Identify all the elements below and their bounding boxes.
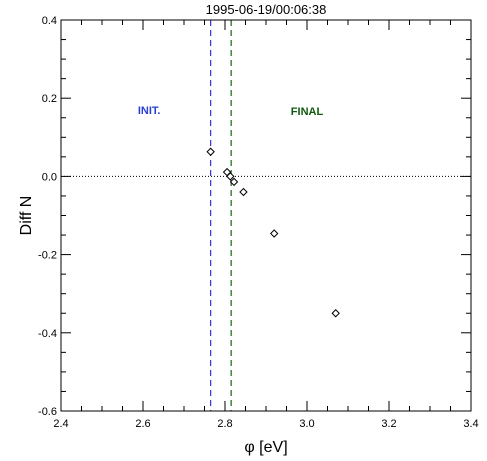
y-tick-label: 0.2 — [42, 93, 57, 105]
y-tick-label: 0.0 — [42, 171, 57, 183]
x-tick-label: 2.6 — [135, 418, 150, 430]
data-point — [206, 147, 215, 156]
data-point — [226, 172, 235, 181]
x-tick-label: 2.4 — [53, 418, 68, 430]
data-point — [229, 177, 239, 187]
y-tick-label: -0.6 — [38, 406, 57, 418]
y-tick-label: -0.2 — [38, 250, 57, 262]
labels-layer: 1995-06-19/00:06:38 φ [eV] Diff N 2.4 2.6… — [18, 2, 479, 456]
points-layer — [206, 147, 340, 318]
y-tick-label: 0.4 — [42, 15, 57, 27]
x-tick-label: 3.4 — [463, 418, 478, 430]
ticks-layer — [60, 19, 472, 412]
plot-frame — [60, 19, 472, 412]
y-tick-label: -0.4 — [38, 328, 57, 340]
annotation-label: FINAL — [291, 106, 324, 118]
data-point — [269, 229, 279, 238]
x-axis-title: φ [eV] — [244, 439, 287, 456]
x-tick-label: 2.8 — [217, 418, 232, 430]
x-tick-label: 3.0 — [299, 418, 314, 430]
x-tick-label: 3.2 — [381, 418, 396, 430]
reference-lines-layer — [61, 20, 471, 411]
data-point — [331, 309, 340, 318]
chart-title: 1995-06-19/00:06:38 — [206, 2, 327, 17]
annotation-label: INIT. — [138, 105, 161, 117]
data-point — [239, 187, 248, 197]
y-axis-title: Diff N — [18, 196, 35, 236]
